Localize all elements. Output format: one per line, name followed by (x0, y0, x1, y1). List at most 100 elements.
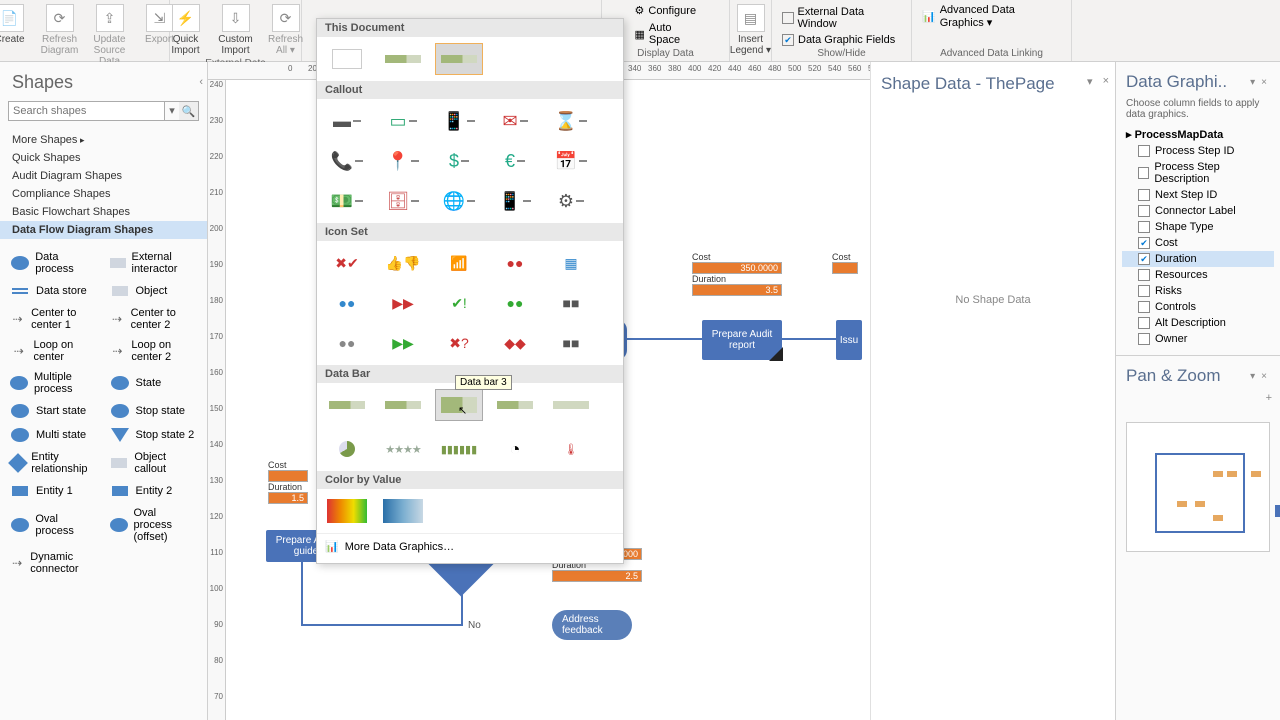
shape-item[interactable]: Data process (8, 249, 100, 277)
dg-thumb[interactable]: ✖✔ (323, 247, 371, 279)
dg-thumb[interactable] (323, 433, 371, 465)
dg-thumb[interactable]: 📱 (491, 185, 539, 217)
dg-thumb[interactable]: 🗄 (379, 185, 427, 217)
drawing-canvas[interactable]: This Document Callout ▬▭📱✉⌛📞📍$€📅💵🗄🌐📱⚙ Ic… (226, 80, 870, 720)
dg-thumb[interactable] (323, 495, 371, 527)
data-field-item[interactable]: Process Step Description (1122, 159, 1274, 187)
shape-item[interactable]: External interactor (108, 249, 200, 277)
shape-item[interactable]: State (108, 369, 200, 397)
quick-import-button[interactable]: ⚡Quick Import (163, 2, 209, 58)
dg-thumb[interactable]: ◆◆ (491, 327, 539, 359)
dg-thumb[interactable]: ▮▮▮▮▮▮ (435, 433, 483, 465)
data-field-item[interactable]: Next Step ID (1122, 187, 1274, 203)
refresh-diagram-button[interactable]: ⟳Refresh Diagram (37, 2, 83, 69)
dropdown-icon[interactable]: ▾ (1083, 75, 1097, 88)
dg-thumb[interactable]: ■■ (547, 287, 595, 319)
dg-thumb[interactable]: ●● (323, 327, 371, 359)
search-icon[interactable]: 🔍 (179, 101, 199, 121)
close-icon[interactable]: × (1258, 371, 1270, 382)
dropdown-icon[interactable]: ▾ (1247, 371, 1258, 382)
update-source-button[interactable]: ⇪Update Source Data (87, 2, 133, 69)
configure-button[interactable]: ⚙ Configure (631, 2, 701, 19)
dg-thumb[interactable]: ▭ (379, 105, 427, 137)
dropdown-icon[interactable]: ▾ (1247, 77, 1258, 88)
shape-item[interactable]: Oval process (8, 505, 100, 545)
shape-item[interactable]: Stop state 2 (108, 425, 200, 445)
dg-thumb[interactable]: 📅 (547, 145, 595, 177)
shape-item[interactable]: Entity 2 (108, 481, 200, 501)
dg-thumb[interactable]: ✉ (491, 105, 539, 137)
data-field-item[interactable]: Connector Label (1122, 203, 1274, 219)
dg-thumb[interactable]: ▶▶ (379, 287, 427, 319)
shape-item[interactable]: Entity relationship (8, 449, 100, 477)
process-round[interactable]: Address feedback (552, 610, 632, 640)
data-field-item[interactable]: Owner (1122, 331, 1274, 347)
shape-item[interactable]: Stop state (108, 401, 200, 421)
custom-import-button[interactable]: ⇩Custom Import (213, 2, 259, 58)
data-field-item[interactable]: Resources (1122, 267, 1274, 283)
data-field-item[interactable]: Alt Description (1122, 315, 1274, 331)
dg-thumb[interactable]: 📍 (379, 145, 427, 177)
dg-thumb[interactable] (435, 43, 483, 75)
dg-thumb[interactable]: 📱 (435, 105, 483, 137)
stencil-item[interactable]: More Shapes (12, 131, 195, 149)
dg-thumb[interactable]: ↖ (435, 389, 483, 421)
collapse-shapes-icon[interactable]: ‹ (199, 76, 203, 88)
shape-item[interactable]: Object (108, 281, 200, 301)
process-box[interactable]: Prepare Audit report (702, 320, 782, 360)
stencil-item[interactable]: Audit Diagram Shapes (12, 167, 195, 185)
data-graphic-fields-toggle[interactable]: ✔Data Graphic Fields (778, 32, 899, 48)
shape-item[interactable]: Multiple process (8, 369, 100, 397)
shape-item[interactable]: ⇢Loop on center 2 (108, 337, 200, 365)
dg-thumb[interactable] (379, 389, 427, 421)
dg-thumb[interactable]: ✖? (435, 327, 483, 359)
shape-item[interactable]: Oval process (offset) (108, 505, 200, 545)
dg-thumb[interactable]: ★★★★ (379, 433, 427, 465)
stencil-item[interactable]: Quick Shapes (12, 149, 195, 167)
data-field-item[interactable]: Process Step ID (1122, 143, 1274, 159)
process-box[interactable]: Issu (836, 320, 862, 360)
auto-space-button[interactable]: ▦ Auto Space (631, 20, 701, 48)
dg-thumb[interactable]: ⚙ (547, 185, 595, 217)
data-source-root[interactable]: ▸ ProcessMapData (1122, 126, 1274, 143)
dg-thumb[interactable]: ✔! (435, 287, 483, 319)
dg-thumb[interactable] (323, 389, 371, 421)
data-field-item[interactable]: Controls (1122, 299, 1274, 315)
dg-thumb[interactable]: ●● (491, 287, 539, 319)
pan-zoom-viewport[interactable] (1126, 422, 1270, 552)
shape-item[interactable]: ⇢Dynamic connector (8, 549, 100, 577)
dg-thumb[interactable] (379, 495, 427, 527)
data-field-item[interactable]: ✔Cost (1122, 235, 1274, 251)
close-icon[interactable]: × (1258, 77, 1270, 88)
dg-thumb[interactable]: 📞 (323, 145, 371, 177)
shape-item[interactable]: Entity 1 (8, 481, 100, 501)
close-icon[interactable]: × (1097, 75, 1115, 87)
dg-thumb[interactable]: ▦ (547, 247, 595, 279)
create-button[interactable]: 📄Create (0, 2, 33, 69)
insert-legend-button[interactable]: ▤Insert Legend ▾ (728, 2, 774, 58)
advanced-data-graphics-button[interactable]: 📊 Advanced Data Graphics ▾ (918, 2, 1065, 31)
dg-thumb[interactable]: ●● (323, 287, 371, 319)
dg-thumb[interactable]: 🌡 (547, 433, 595, 465)
dg-thumb[interactable]: 📶 (435, 247, 483, 279)
shape-item[interactable]: Multi state (8, 425, 100, 445)
dropdown-icon[interactable]: ▾ (165, 101, 179, 121)
more-data-graphics-button[interactable]: 📊 More Data Graphics… (317, 533, 623, 559)
data-field-item[interactable]: Shape Type (1122, 219, 1274, 235)
dg-thumb[interactable]: ◔ (491, 433, 539, 465)
search-shapes-input[interactable] (8, 101, 165, 121)
dg-thumb[interactable] (379, 43, 427, 75)
stencil-item[interactable]: Compliance Shapes (12, 185, 195, 203)
shape-item[interactable]: ⇢Center to center 2 (108, 305, 200, 333)
zoom-add-icon[interactable]: + (1266, 392, 1272, 404)
dg-thumb[interactable] (547, 389, 595, 421)
dg-thumb[interactable]: ■■ (547, 327, 595, 359)
shape-item[interactable]: ⇢Center to center 1 (8, 305, 100, 333)
dg-thumb[interactable] (491, 389, 539, 421)
dg-thumb[interactable]: ●● (491, 247, 539, 279)
shape-item[interactable]: ⇢Loop on center (8, 337, 100, 365)
dg-thumb[interactable]: 💵 (323, 185, 371, 217)
dg-thumb[interactable]: 👍👎 (379, 247, 427, 279)
dg-thumb[interactable]: ⌛ (547, 105, 595, 137)
dg-thumb[interactable]: $ (435, 145, 483, 177)
